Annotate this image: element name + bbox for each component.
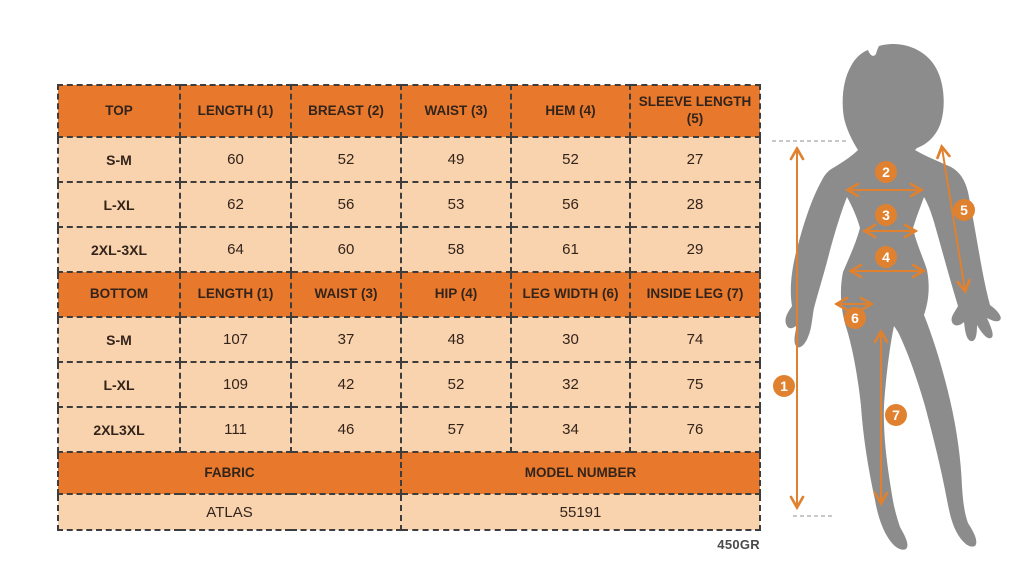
size-label: 2XL3XL bbox=[57, 406, 181, 453]
fabric-value: ATLAS bbox=[57, 493, 402, 531]
measure-badge-4: 4 bbox=[875, 246, 897, 268]
badge-1-label: 1 bbox=[780, 378, 788, 394]
measure-badge-6: 6 bbox=[844, 307, 866, 329]
length-col-header: LENGTH (1) bbox=[179, 84, 292, 138]
top-col-header: TOP bbox=[57, 84, 181, 138]
badge-5-label: 5 bbox=[960, 202, 968, 218]
table-row: L-XL 109 42 52 32 75 bbox=[57, 361, 761, 408]
hip-col-header: HIP (4) bbox=[400, 271, 512, 318]
measure-badge-7: 7 bbox=[885, 404, 907, 426]
table-row: S-M 60 52 49 52 27 bbox=[57, 136, 761, 183]
fabric-model-header-row: FABRIC MODEL NUMBER bbox=[57, 451, 761, 495]
bottom-col-header: BOTTOM bbox=[57, 271, 181, 318]
size-label: 2XL-3XL bbox=[57, 226, 181, 273]
measure-badge-1: 1 bbox=[773, 375, 795, 397]
waist-col-header: WAIST (3) bbox=[400, 84, 512, 138]
size-label: S-M bbox=[57, 316, 181, 363]
badge-6-label: 6 bbox=[851, 310, 859, 326]
table-row: 2XL3XL 111 46 57 34 76 bbox=[57, 406, 761, 453]
breast-col-header: BREAST (2) bbox=[290, 84, 402, 138]
size-chart-table: TOP LENGTH (1) BREAST (2) WAIST (3) HEM … bbox=[57, 84, 761, 531]
waist-col-header: WAIST (3) bbox=[290, 271, 402, 318]
value-cell: 61 bbox=[510, 226, 631, 273]
value-cell: 56 bbox=[510, 181, 631, 228]
badge-7-label: 7 bbox=[892, 407, 900, 423]
fabric-model-value-row: ATLAS 55191 bbox=[57, 493, 761, 531]
woman-silhouette-image bbox=[785, 44, 1001, 550]
measure-badge-2: 2 bbox=[875, 161, 897, 183]
weight-footnote: 450GR bbox=[717, 537, 760, 552]
value-cell: 60 bbox=[290, 226, 402, 273]
badge-4-label: 4 bbox=[882, 249, 890, 265]
value-cell: 57 bbox=[400, 406, 512, 453]
measure-badge-3: 3 bbox=[875, 204, 897, 226]
bottom-header-row: BOTTOM LENGTH (1) WAIST (3) HIP (4) LEG … bbox=[57, 271, 761, 318]
value-cell: 52 bbox=[510, 136, 631, 183]
value-cell: 29 bbox=[629, 226, 761, 273]
value-cell: 111 bbox=[179, 406, 292, 453]
sleeve-arrow-5 bbox=[942, 148, 965, 290]
value-cell: 28 bbox=[629, 181, 761, 228]
model-number-value: 55191 bbox=[400, 493, 761, 531]
model-number-header: MODEL NUMBER bbox=[400, 451, 761, 495]
inside-leg-col-header: INSIDE LEG (7) bbox=[629, 271, 761, 318]
badge-3-label: 3 bbox=[882, 207, 890, 223]
value-cell: 107 bbox=[179, 316, 292, 363]
value-cell: 34 bbox=[510, 406, 631, 453]
fabric-header: FABRIC bbox=[57, 451, 402, 495]
badge-2-label: 2 bbox=[882, 164, 890, 180]
hem-col-header: HEM (4) bbox=[510, 84, 631, 138]
table-row: S-M 107 37 48 30 74 bbox=[57, 316, 761, 363]
value-cell: 62 bbox=[179, 181, 292, 228]
value-cell: 52 bbox=[400, 361, 512, 408]
value-cell: 46 bbox=[290, 406, 402, 453]
value-cell: 64 bbox=[179, 226, 292, 273]
value-cell: 75 bbox=[629, 361, 761, 408]
size-label: L-XL bbox=[57, 361, 181, 408]
value-cell: 52 bbox=[290, 136, 402, 183]
table-row: 2XL-3XL 64 60 58 61 29 bbox=[57, 226, 761, 273]
value-cell: 109 bbox=[179, 361, 292, 408]
table-row: L-XL 62 56 53 56 28 bbox=[57, 181, 761, 228]
value-cell: 37 bbox=[290, 316, 402, 363]
sleeve-length-col-header: SLEEVE LENGTH (5) bbox=[629, 84, 761, 138]
value-cell: 56 bbox=[290, 181, 402, 228]
value-cell: 76 bbox=[629, 406, 761, 453]
value-cell: 53 bbox=[400, 181, 512, 228]
value-cell: 32 bbox=[510, 361, 631, 408]
value-cell: 49 bbox=[400, 136, 512, 183]
size-chart: TOP LENGTH (1) BREAST (2) WAIST (3) HEM … bbox=[57, 84, 761, 531]
value-cell: 48 bbox=[400, 316, 512, 363]
top-header-row: TOP LENGTH (1) BREAST (2) WAIST (3) HEM … bbox=[57, 84, 761, 138]
value-cell: 58 bbox=[400, 226, 512, 273]
length-col-header: LENGTH (1) bbox=[179, 271, 292, 318]
value-cell: 42 bbox=[290, 361, 402, 408]
value-cell: 30 bbox=[510, 316, 631, 363]
size-label: S-M bbox=[57, 136, 181, 183]
measure-badge-5: 5 bbox=[953, 199, 975, 221]
size-label: L-XL bbox=[57, 181, 181, 228]
value-cell: 27 bbox=[629, 136, 761, 183]
leg-width-col-header: LEG WIDTH (6) bbox=[510, 271, 631, 318]
value-cell: 74 bbox=[629, 316, 761, 363]
value-cell: 60 bbox=[179, 136, 292, 183]
